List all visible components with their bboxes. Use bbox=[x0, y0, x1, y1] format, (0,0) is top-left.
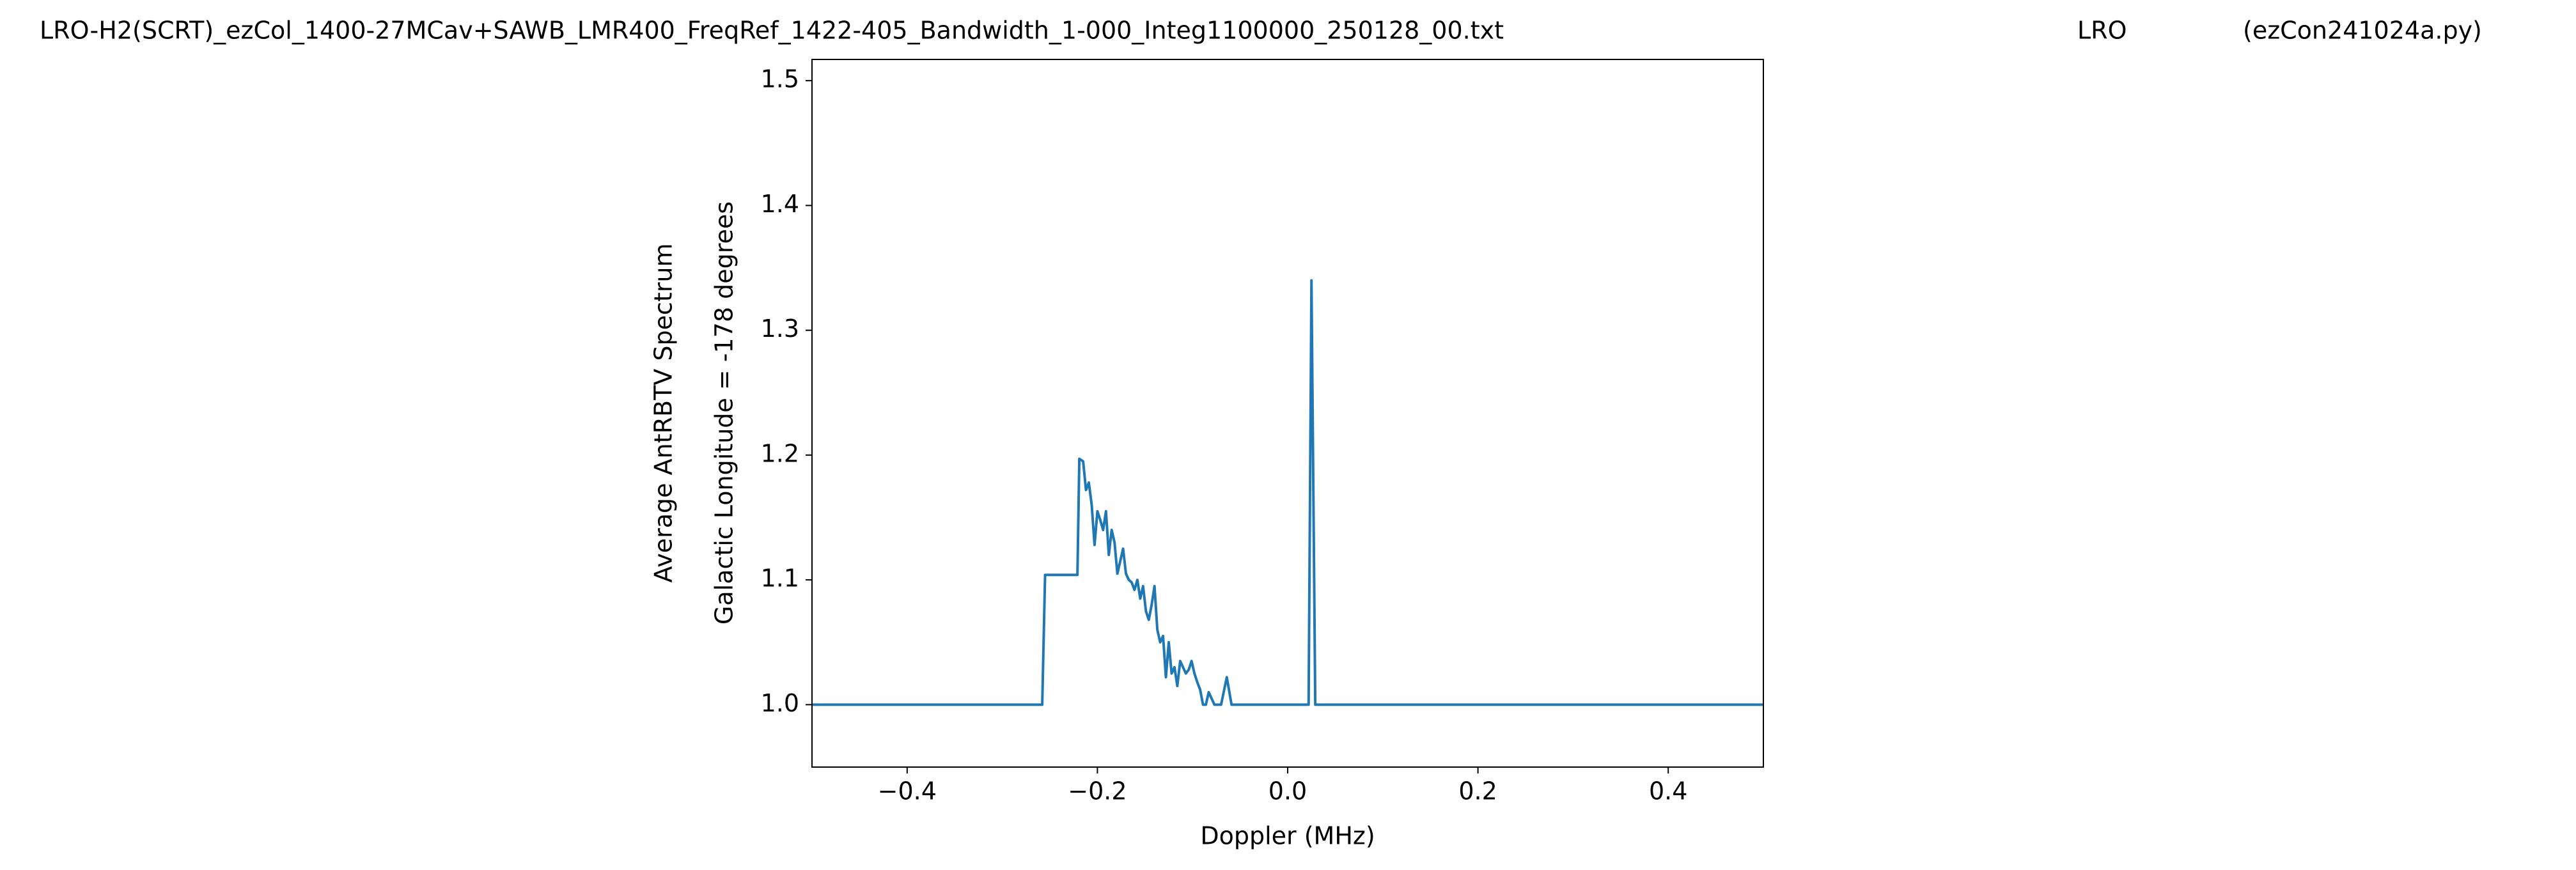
y-axis-label: Galactic Longitude = -178 degrees bbox=[710, 201, 738, 625]
data-line bbox=[812, 279, 1763, 706]
x-tick-label: 0.2 bbox=[1458, 777, 1497, 805]
chart-title-program: (ezCon241024a.py) bbox=[2243, 17, 2482, 45]
plot-frame bbox=[811, 59, 1764, 768]
y-tick-label: 1.5 bbox=[761, 65, 799, 93]
chart-title: LRO-H2(SCRT)_ezCol_1400-27MCav+SAWB_LMR4… bbox=[40, 17, 1504, 45]
x-tick-label: −0.4 bbox=[878, 777, 937, 805]
x-tick-label: −0.2 bbox=[1068, 777, 1127, 805]
y-tick-label: 1.1 bbox=[761, 564, 799, 593]
y-tick-label: 1.3 bbox=[761, 315, 799, 343]
x-axis-label: Doppler (MHz) bbox=[1200, 822, 1375, 850]
chart-title-site: LRO bbox=[2077, 17, 2127, 45]
x-tick-label: 0.4 bbox=[1649, 777, 1687, 805]
x-tick-label: 0.0 bbox=[1268, 777, 1307, 805]
y-tick-label: 1.0 bbox=[761, 689, 799, 717]
y-tick-label: 1.4 bbox=[761, 190, 799, 218]
y-axis-label: Average AntRBTV Spectrum bbox=[650, 244, 678, 583]
y-tick-label: 1.2 bbox=[761, 439, 799, 467]
